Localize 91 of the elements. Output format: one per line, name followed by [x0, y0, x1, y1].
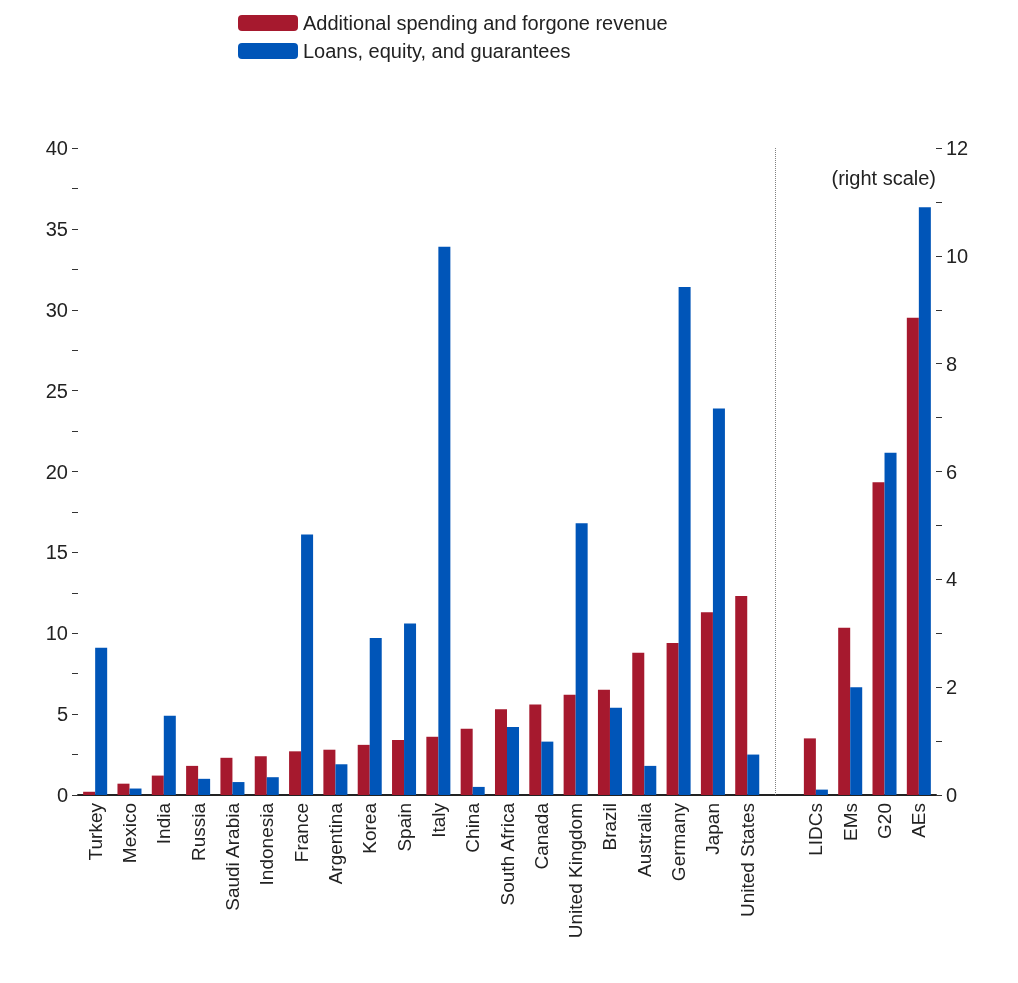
bar: [357, 744, 370, 795]
bar: [666, 642, 679, 795]
bar: [529, 704, 542, 795]
bar: [507, 727, 520, 795]
y-tick-label: 25: [45, 379, 68, 402]
x-tick-label: France: [290, 803, 312, 863]
bar: [872, 482, 885, 795]
bar: [563, 694, 576, 795]
bar: [220, 757, 233, 795]
x-tick-label: Japan: [702, 803, 724, 855]
legend-label: Loans, equity, and guarantees: [303, 40, 571, 62]
x-tick-label: Canada: [530, 802, 552, 870]
bar: [597, 689, 610, 795]
x-tick-label: Saudi Arabia: [221, 802, 243, 911]
x-tick-label: United States: [736, 803, 758, 918]
y-tick-label: 35: [45, 217, 68, 240]
x-tick-label: Brazil: [599, 803, 621, 851]
x-tick-label: EMs: [839, 803, 861, 841]
bar: [747, 754, 760, 795]
x-tick-label: Turkey: [84, 802, 106, 861]
bar: [494, 709, 507, 795]
y2-tick-label: 0: [946, 784, 958, 806]
bar: [198, 778, 211, 795]
x-tick-label: Australia: [633, 802, 655, 877]
x-tick-label: Mexico: [118, 803, 140, 864]
y2-tick-label: 2: [946, 676, 958, 699]
bar: [815, 789, 828, 795]
y2-tick-label: 12: [946, 137, 969, 159]
x-tick-label: Argentina: [324, 802, 346, 885]
bar: [609, 707, 622, 795]
bar: [472, 786, 485, 795]
y-tick-label: 30: [45, 298, 68, 321]
x-tick-label: Germany: [668, 802, 690, 882]
x-tick-label: Spain: [393, 803, 415, 852]
x-tick-label: United Kingdom: [565, 803, 587, 939]
y-tick-label: 10: [45, 622, 68, 645]
x-tick-label: Italy: [427, 802, 449, 838]
bar: [301, 534, 314, 795]
bar: [129, 788, 142, 795]
legend-label: Additional spending and forgone revenue: [303, 12, 668, 34]
bar: [918, 207, 931, 795]
bar: [404, 623, 417, 795]
bar: [254, 756, 267, 795]
bar: [632, 652, 645, 795]
bar: [186, 765, 199, 795]
y-tick-label: 0: [56, 784, 68, 806]
y2-tick-label: 4: [946, 568, 958, 591]
bar: [541, 741, 554, 795]
bar: [83, 791, 96, 795]
bar: [460, 728, 473, 795]
x-tick-label: AEs: [908, 803, 930, 838]
bar: [700, 612, 713, 795]
x-tick-label: LIDCs: [805, 803, 827, 856]
bar: [117, 783, 130, 795]
bar: [369, 638, 382, 795]
y2-tick-label: 6: [946, 460, 958, 483]
bar: [392, 740, 405, 795]
bar: [426, 736, 439, 795]
bar: [289, 751, 302, 795]
bar: [266, 777, 279, 795]
y2-tick-label: 10: [946, 244, 969, 267]
y2-tick-label: 8: [946, 352, 958, 375]
x-tick-label: G20: [874, 803, 896, 839]
bar: [712, 408, 725, 795]
bar: [850, 687, 863, 795]
x-tick-label: Korea: [359, 802, 381, 854]
bar: [95, 647, 108, 795]
bar: [678, 287, 691, 795]
bar: [803, 738, 816, 795]
bar: [323, 749, 336, 795]
bar: [575, 523, 588, 795]
y-tick-label: 20: [45, 460, 68, 483]
bar: [906, 317, 919, 795]
bar: [335, 764, 348, 795]
y-tick-label: 40: [45, 137, 68, 159]
bar: [438, 246, 451, 795]
x-tick-label: South Africa: [496, 802, 518, 906]
bar: [838, 627, 851, 795]
y-tick-label: 5: [56, 703, 68, 726]
bar: [151, 775, 164, 795]
x-tick-label: Indonesia: [256, 802, 278, 886]
x-tick-label: India: [153, 802, 175, 845]
y-tick-label: 15: [45, 541, 68, 564]
bar: [232, 782, 245, 795]
bar: [735, 596, 748, 795]
annotation: (right scale): [831, 167, 937, 189]
x-tick-label: Russia: [187, 802, 209, 862]
bar: [163, 715, 176, 795]
bar: [644, 765, 657, 795]
bar: [884, 452, 897, 795]
x-tick-label: China: [462, 802, 484, 853]
